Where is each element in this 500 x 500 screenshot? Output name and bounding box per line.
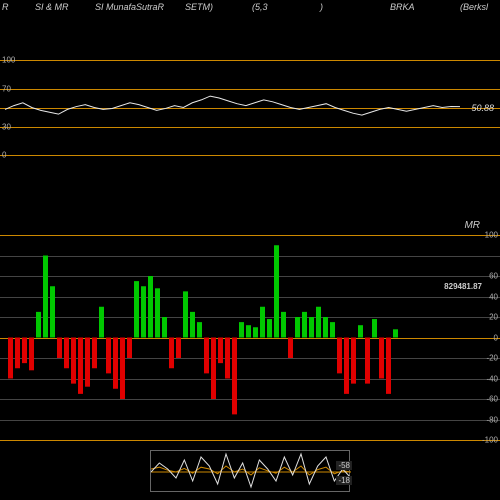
mr-gridline bbox=[0, 440, 500, 441]
mr-panel: 1006040200-20-40-60-80-100829481.87 bbox=[0, 235, 500, 440]
rsi-current-value: 50.88 bbox=[471, 103, 494, 113]
rsi-gridline bbox=[0, 155, 500, 156]
header-label: ) bbox=[320, 2, 323, 12]
header-label: SI & MR bbox=[35, 2, 69, 12]
mini-label: -18 bbox=[336, 476, 352, 485]
mr-title: MR bbox=[464, 220, 480, 231]
mini-label: -58 bbox=[336, 461, 352, 470]
header-label: (Berksl bbox=[460, 2, 488, 12]
mini-panel: -58 -18 bbox=[150, 450, 350, 492]
header-label: R bbox=[2, 2, 9, 12]
header-label: SETM) bbox=[185, 2, 213, 12]
chart-header: R SI & MR SI MunafaSutraR SETM) (5,3) BRKA (Be… bbox=[0, 2, 500, 14]
rsi-panel: 1007030050.88 bbox=[0, 60, 500, 155]
header-label: SI MunafaSutraR bbox=[95, 2, 164, 12]
header-label: BRKA bbox=[390, 2, 415, 12]
header-label: (5,3 bbox=[252, 2, 268, 12]
